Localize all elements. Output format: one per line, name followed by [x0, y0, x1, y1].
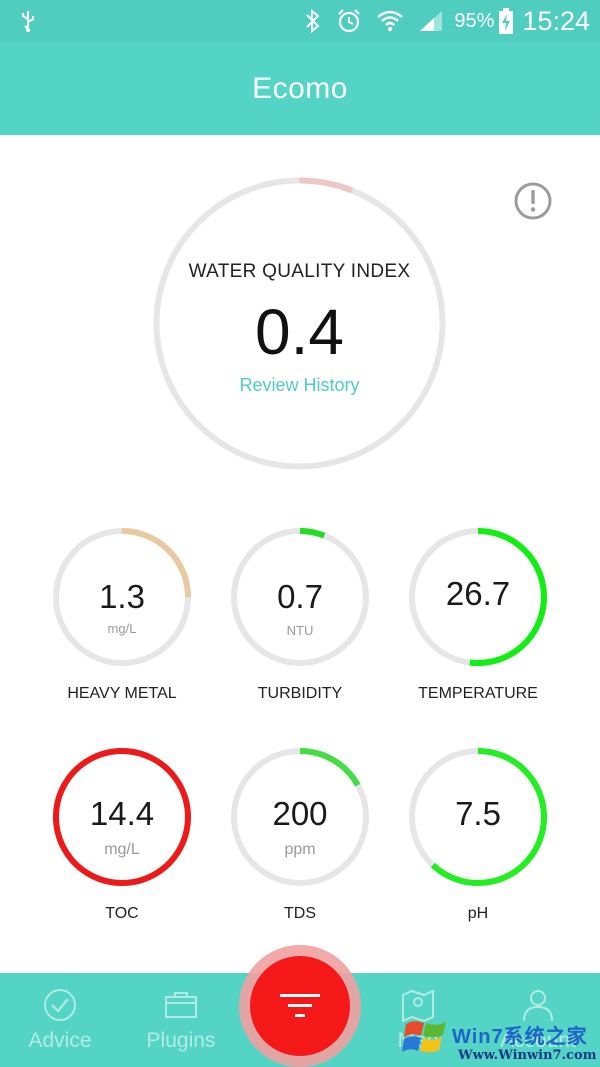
- user-icon: [523, 990, 553, 1022]
- usb-icon: [18, 9, 38, 38]
- metric-name: pH: [467, 905, 489, 922]
- metric-unit: mg/L: [104, 841, 140, 858]
- status-bar: 95% 15:24: [0, 0, 600, 42]
- metric-tds[interactable]: 200 ppm TDS: [225, 747, 375, 937]
- metric-temperature[interactable]: 26.7 TEMPERATURE: [403, 527, 553, 717]
- metric-name: TURBIDITY: [257, 685, 343, 702]
- metric-name: TOC: [105, 905, 139, 922]
- gauge-label: WATER QUALITY INDEX: [188, 261, 411, 282]
- metric-toc[interactable]: 14.4 mg/L TOC: [47, 747, 197, 937]
- nav-account[interactable]: Account: [478, 973, 598, 1067]
- watermark-url: Www.Winwin7.com: [458, 1048, 597, 1063]
- filter-button[interactable]: [250, 956, 350, 1056]
- signal-icon: [418, 9, 444, 33]
- nav-label: Plugins: [146, 1029, 216, 1052]
- metric-value: 26.7: [445, 575, 511, 612]
- metric-unit: mg/L: [107, 621, 137, 636]
- battery-charging-icon: [498, 7, 514, 35]
- bluetooth-icon: [304, 8, 322, 34]
- wifi-icon: [376, 9, 404, 33]
- metric-value: 0.7: [277, 578, 323, 615]
- alarm-icon: [336, 8, 362, 34]
- review-history-link[interactable]: Review History: [239, 375, 360, 395]
- watermark-text: Win7系统之家: [452, 1026, 588, 1048]
- checkmark-circle-icon: [44, 989, 76, 1021]
- app-bar: Ecomo: [0, 42, 600, 135]
- metric-name: HEAVY METAL: [67, 685, 177, 702]
- windows-logo-icon: [402, 1021, 446, 1053]
- metric-value: 14.4: [89, 795, 155, 832]
- metric-ph[interactable]: 7.5 pH: [403, 747, 553, 937]
- watermark: Win7系统之家 Www.Winwin7.com: [400, 1010, 600, 1067]
- metric-heavy-metal[interactable]: 1.3 mg/L HEAVY METAL: [47, 527, 197, 717]
- map-pin-icon: [402, 989, 434, 1023]
- nav-advice[interactable]: Advice: [0, 973, 120, 1067]
- nav-label: Advice: [28, 1029, 92, 1052]
- nav-label: Account: [500, 1029, 576, 1052]
- metric-name: TEMPERATURE: [418, 685, 538, 702]
- nav-plugins[interactable]: Plugins: [121, 973, 241, 1067]
- metric-unit: ppm: [284, 841, 316, 858]
- clock: 15:24: [522, 5, 590, 36]
- battery-percent: 95%: [454, 9, 495, 32]
- metric-value: 200: [272, 795, 328, 832]
- gauge-value: 0.4: [255, 296, 344, 368]
- metric-value: 7.5: [455, 795, 501, 832]
- filter-icon: [280, 994, 320, 1017]
- metric-unit: NTU: [286, 623, 314, 638]
- metric-value: 1.3: [99, 578, 145, 615]
- alert-icon: [514, 182, 552, 220]
- app-title: Ecomo: [252, 71, 348, 105]
- briefcase-icon: [165, 992, 197, 1018]
- info-button[interactable]: [513, 181, 553, 221]
- metric-turbidity[interactable]: 0.7 NTU TURBIDITY: [225, 527, 375, 717]
- metric-name: TDS: [284, 905, 316, 922]
- water-quality-gauge: WATER QUALITY INDEX 0.4 Review History: [153, 177, 446, 470]
